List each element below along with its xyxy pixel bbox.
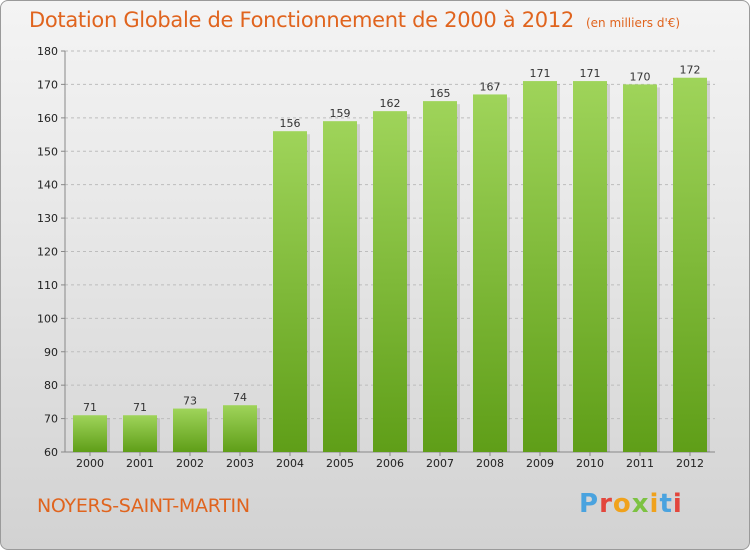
logo-letter: P — [579, 489, 600, 519]
x-tick-label: 2005 — [326, 457, 354, 470]
bar-2000 — [73, 415, 107, 452]
bar-2001 — [123, 415, 157, 452]
value-labels: 71 71 73 74 156 159 162 165 167 171 171 170 172 — [83, 64, 701, 415]
value-label: 171 — [530, 67, 551, 80]
x-tick-label: 2002 — [176, 457, 204, 470]
y-tick-label: 150 — [37, 145, 58, 158]
bar-2010 — [573, 81, 607, 452]
value-label: 71 — [133, 401, 147, 414]
bars — [73, 77, 710, 453]
proxiti-logo: Proxiti — [579, 489, 683, 519]
commune-name: NOYERS-SAINT-MARTIN — [37, 495, 250, 517]
chart-title: Dotation Globale de Fonctionnement de 20… — [29, 8, 574, 32]
logo-letter: i — [649, 489, 660, 519]
logo-letter: x — [631, 489, 650, 519]
value-label: 167 — [480, 80, 501, 93]
bar-2009 — [523, 81, 557, 452]
y-tick-label: 140 — [37, 179, 58, 192]
value-label: 170 — [630, 70, 651, 83]
y-tick-label: 100 — [37, 312, 58, 325]
bar-2007 — [423, 101, 457, 452]
x-tick-label: 2000 — [76, 457, 104, 470]
logo-letter: o — [612, 489, 632, 519]
value-label: 171 — [580, 67, 601, 80]
y-tick-label: 130 — [37, 212, 58, 225]
logo-letter: r — [599, 489, 613, 519]
chart-title-block: Dotation Globale de Fonctionnement de 20… — [29, 8, 680, 32]
x-tick-label: 2001 — [126, 457, 154, 470]
value-label: 159 — [330, 107, 351, 120]
x-tick-label: 2012 — [676, 457, 704, 470]
x-tick-label: 2010 — [576, 457, 604, 470]
bar-2012 — [673, 77, 707, 452]
x-tick-label: 2003 — [226, 457, 254, 470]
logo-letter: t — [659, 489, 673, 519]
bar-2005 — [323, 121, 357, 453]
value-label: 162 — [380, 97, 401, 110]
x-tick-label: 2011 — [626, 457, 654, 470]
value-label: 172 — [680, 64, 701, 77]
value-label: 74 — [233, 391, 247, 404]
y-tick-label: 160 — [37, 112, 58, 125]
bar-2004 — [273, 131, 307, 452]
x-tick-label: 2008 — [476, 457, 504, 470]
value-label: 73 — [183, 395, 197, 408]
y-tick-label: 90 — [44, 346, 58, 359]
y-tick-label: 80 — [44, 379, 58, 392]
y-tick-label: 60 — [44, 446, 58, 459]
value-label: 165 — [430, 87, 451, 100]
value-label: 156 — [280, 117, 301, 130]
y-axis-tick-labels: 60 70 80 90 100 110 120 130 140 150 160 170 180 — [37, 45, 58, 459]
y-tick-label: 180 — [37, 45, 58, 58]
x-tick-label: 2007 — [426, 457, 454, 470]
bar-2002 — [173, 408, 207, 452]
y-tick-label: 170 — [37, 78, 58, 91]
logo-letter: i — [672, 489, 683, 519]
bar-2011 — [623, 84, 657, 453]
y-tick-label: 70 — [44, 413, 58, 426]
bar-2003 — [223, 405, 257, 452]
x-tick-label: 2009 — [526, 457, 554, 470]
chart-subtitle: (en milliers d'€) — [585, 16, 681, 30]
y-tick-label: 110 — [37, 279, 58, 292]
x-axis-tick-labels: 2000 2001 2002 2003 2004 2005 2006 2007 2008 2009… — [76, 452, 704, 470]
y-tick-label: 120 — [37, 246, 58, 259]
bar-2006 — [373, 111, 407, 453]
x-tick-label: 2006 — [376, 457, 404, 470]
value-label: 71 — [83, 401, 97, 414]
bar-2008 — [473, 94, 507, 453]
x-tick-label: 2004 — [276, 457, 304, 470]
